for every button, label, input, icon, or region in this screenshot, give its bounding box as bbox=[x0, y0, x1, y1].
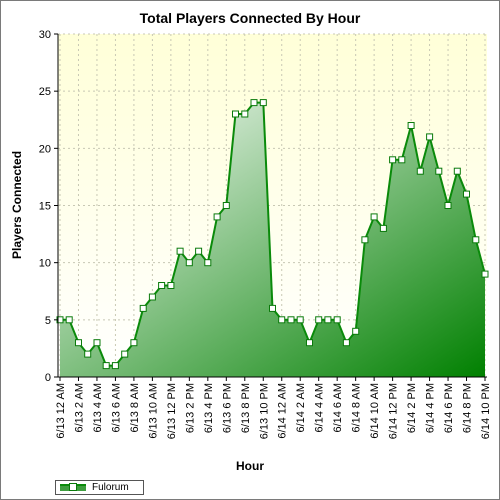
chart-title: Total Players Connected By Hour bbox=[140, 10, 361, 26]
data-point bbox=[84, 350, 92, 358]
x-tick-label: 6/14 4 PM bbox=[425, 383, 437, 433]
data-point bbox=[222, 202, 230, 209]
data-point bbox=[167, 282, 175, 289]
data-point bbox=[278, 316, 286, 324]
x-tick-label: 6/13 12 AM bbox=[55, 383, 67, 439]
data-point bbox=[204, 259, 212, 267]
legend-label-fulorum: Fulorum bbox=[92, 482, 129, 493]
data-point bbox=[361, 236, 369, 244]
data-point bbox=[472, 236, 480, 244]
data-point bbox=[158, 282, 166, 289]
x-axis-title: Hour bbox=[236, 459, 264, 473]
data-point bbox=[185, 259, 193, 267]
data-point bbox=[111, 362, 119, 370]
data-point bbox=[65, 316, 73, 324]
y-tick-label: 25 bbox=[39, 86, 51, 98]
data-point bbox=[315, 316, 323, 324]
data-point bbox=[370, 213, 378, 221]
data-point bbox=[102, 362, 110, 370]
data-point bbox=[250, 99, 258, 107]
data-point bbox=[213, 213, 221, 221]
legend: Fulorum bbox=[55, 480, 144, 495]
x-tick-label: 6/13 2 PM bbox=[184, 383, 196, 433]
data-point bbox=[398, 156, 406, 164]
x-tick-label: 6/13 4 PM bbox=[203, 383, 215, 433]
data-point bbox=[75, 339, 82, 347]
data-point bbox=[416, 167, 424, 175]
x-tick-label: 6/14 4 AM bbox=[314, 383, 326, 433]
x-tick-label: 6/13 2 AM bbox=[74, 383, 86, 433]
x-tick-label: 6/13 6 AM bbox=[110, 383, 122, 433]
data-point bbox=[426, 133, 434, 141]
x-tick-label: 6/13 10 AM bbox=[147, 383, 159, 439]
data-point bbox=[407, 122, 415, 129]
x-tick-label: 6/14 8 AM bbox=[351, 383, 363, 433]
x-tick-label: 6/14 2 PM bbox=[406, 383, 418, 433]
data-point bbox=[176, 247, 184, 255]
data-point bbox=[453, 167, 461, 175]
data-point bbox=[259, 99, 267, 107]
series-points bbox=[56, 99, 489, 370]
x-tick-label: 6/13 8 AM bbox=[129, 383, 141, 433]
x-tick-label: 6/14 6 PM bbox=[443, 383, 455, 433]
x-tick-labels: 6/13 12 AM 6/13 2 AM 6/13 4 AM 6/13 6 AM 6/1… bbox=[55, 383, 492, 439]
data-point bbox=[444, 202, 452, 209]
data-point bbox=[195, 247, 203, 255]
data-point bbox=[333, 316, 341, 324]
x-tick-label: 6/14 6 AM bbox=[332, 383, 344, 433]
y-tick-label: 20 bbox=[39, 143, 51, 155]
y-tick-label: 30 bbox=[39, 29, 51, 41]
data-point bbox=[389, 156, 397, 164]
data-point bbox=[232, 110, 239, 118]
data-point bbox=[139, 304, 147, 312]
data-point bbox=[352, 327, 360, 335]
x-tick-label: 6/14 10 AM bbox=[369, 383, 381, 439]
x-tick-label: 6/14 12 AM bbox=[277, 383, 289, 439]
x-tick-label: 6/14 12 PM bbox=[388, 383, 400, 439]
data-point bbox=[435, 167, 443, 175]
x-tick-label: 6/13 10 PM bbox=[258, 383, 270, 439]
data-point bbox=[296, 316, 304, 324]
x-tick-label: 6/13 8 PM bbox=[240, 383, 252, 433]
x-tick-label: 6/13 4 AM bbox=[92, 383, 104, 433]
legend-swatch-icon bbox=[60, 483, 86, 492]
y-tick-label: 5 bbox=[45, 315, 51, 327]
data-point bbox=[148, 293, 156, 301]
data-point bbox=[481, 270, 489, 278]
y-tick-label: 0 bbox=[45, 372, 51, 384]
data-point bbox=[241, 110, 249, 118]
data-point bbox=[269, 304, 276, 312]
data-point bbox=[342, 339, 350, 347]
x-tick-label: 6/14 8 PM bbox=[462, 383, 474, 433]
data-point bbox=[287, 316, 295, 324]
data-point bbox=[463, 190, 470, 198]
data-point bbox=[93, 339, 101, 347]
data-point bbox=[306, 339, 313, 347]
x-tick-label: 6/14 2 AM bbox=[295, 383, 307, 433]
x-tick-label: 6/13 6 PM bbox=[221, 383, 233, 433]
y-axis-title: Players Connected bbox=[10, 151, 24, 259]
data-point bbox=[130, 339, 138, 347]
data-point bbox=[324, 316, 332, 324]
series-area-fulorum bbox=[60, 102, 485, 377]
x-tick-label: 6/14 10 PM bbox=[480, 383, 492, 439]
x-tick-label: 6/13 12 PM bbox=[166, 383, 178, 439]
data-point bbox=[379, 224, 387, 232]
y-tick-label: 10 bbox=[39, 258, 51, 270]
y-tick-labels: 0 5 10 15 20 25 30 bbox=[39, 29, 51, 384]
axes bbox=[54, 33, 487, 381]
y-tick-label: 15 bbox=[39, 201, 51, 213]
data-point bbox=[121, 350, 129, 358]
